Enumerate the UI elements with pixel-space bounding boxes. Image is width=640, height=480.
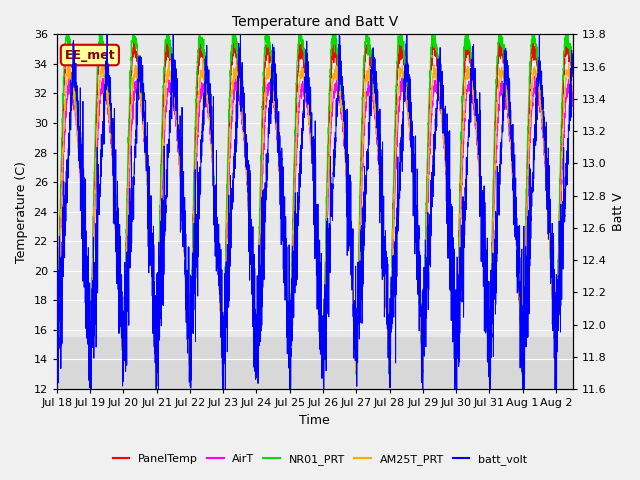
PanelTemp (230, 36, 238, 41)
PanelTemp (569, 69, 577, 74)
AM25T_PRT (569, 88, 577, 94)
AM25T_PRT (53, 367, 61, 373)
PanelTemp (564, 45, 572, 50)
batt_volt (276, 202, 284, 207)
NR01_PRT (86, 377, 94, 383)
PanelTemp (53, 369, 61, 375)
batt_volt (287, 341, 295, 347)
Line: batt_volt: batt_volt (57, 35, 573, 389)
AirT (276, 168, 284, 174)
NR01_PRT (564, 36, 572, 42)
PanelTemp (460, 76, 468, 82)
AirT (345, 209, 353, 215)
Text: EE_met: EE_met (65, 48, 115, 61)
NR01_PRT (569, 64, 577, 70)
NR01_PRT (345, 213, 353, 218)
batt_volt (103, 32, 111, 37)
NR01_PRT (276, 173, 284, 179)
NR01_PRT (53, 371, 61, 377)
Line: AM25T_PRT: AM25T_PRT (57, 58, 573, 376)
Y-axis label: Temperature (C): Temperature (C) (15, 161, 28, 263)
NR01_PRT (287, 276, 295, 281)
Y-axis label: Batt V: Batt V (612, 192, 625, 231)
AM25T_PRT (287, 299, 295, 304)
AM25T_PRT (302, 82, 310, 88)
batt_volt (460, 223, 468, 229)
Line: PanelTemp: PanelTemp (57, 38, 573, 377)
AM25T_PRT (345, 211, 353, 217)
AM25T_PRT (460, 113, 468, 119)
AirT (564, 86, 572, 92)
PanelTemp (276, 170, 284, 176)
PanelTemp (345, 203, 353, 209)
NR01_PRT (460, 44, 468, 50)
AM25T_PRT (564, 67, 572, 73)
AM25T_PRT (276, 173, 284, 179)
batt_volt (564, 124, 572, 130)
batt_volt (345, 206, 353, 212)
Line: AirT: AirT (57, 76, 573, 374)
AirT (460, 135, 468, 141)
AirT (569, 104, 577, 109)
Line: NR01_PRT: NR01_PRT (57, 35, 573, 380)
batt_volt (53, 386, 61, 392)
PanelTemp (302, 71, 310, 77)
batt_volt (302, 64, 310, 70)
NR01_PRT (302, 56, 310, 61)
PanelTemp (86, 374, 94, 380)
Title: Temperature and Batt V: Temperature and Batt V (232, 15, 398, 29)
NR01_PRT (63, 32, 70, 37)
AirT (252, 372, 260, 377)
AirT (301, 91, 309, 97)
AM25T_PRT (285, 373, 293, 379)
AirT (531, 73, 539, 79)
batt_volt (53, 264, 61, 269)
batt_volt (569, 71, 577, 76)
PanelTemp (287, 286, 295, 291)
Legend: PanelTemp, AirT, NR01_PRT, AM25T_PRT, batt_volt: PanelTemp, AirT, NR01_PRT, AM25T_PRT, ba… (108, 450, 532, 469)
AM25T_PRT (199, 55, 207, 61)
Bar (57, 35, 573, 337)
AirT (287, 306, 295, 312)
X-axis label: Time: Time (300, 414, 330, 427)
AirT (53, 371, 61, 376)
